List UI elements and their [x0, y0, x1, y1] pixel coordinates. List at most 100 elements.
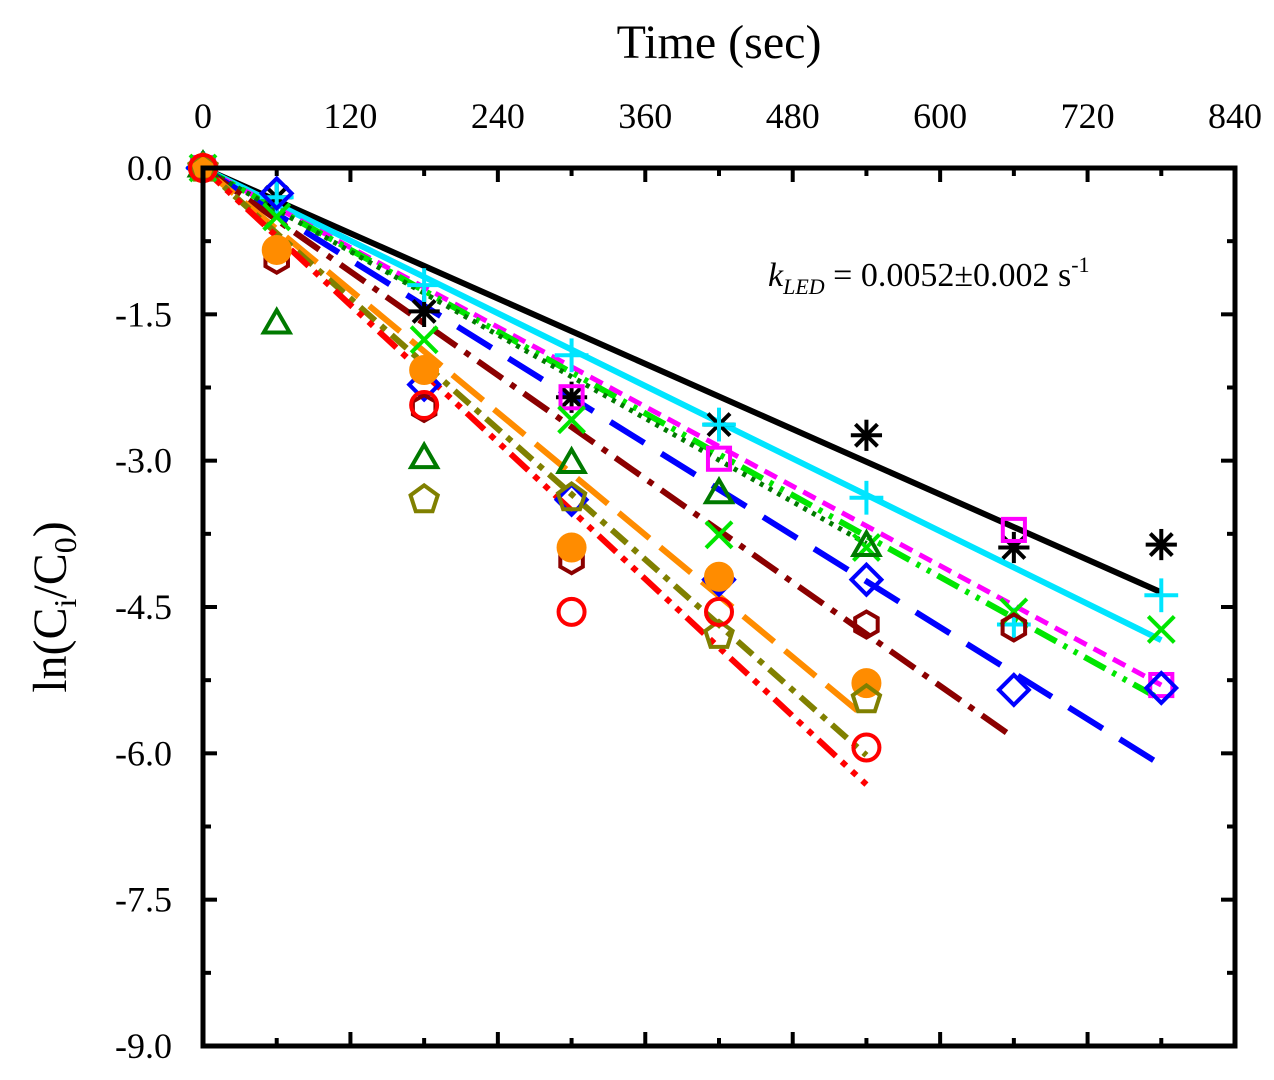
marker-part	[1148, 532, 1174, 558]
marker-part	[851, 732, 882, 763]
y-label-sub: i	[47, 598, 83, 607]
marker	[556, 596, 587, 627]
marker	[1143, 670, 1180, 706]
marker	[258, 175, 295, 212]
marker-part	[850, 528, 883, 557]
annotation-text: = 0.0052±0.002 s	[825, 257, 1072, 294]
x-axis-title: Time (sec)	[617, 16, 822, 69]
marker	[1000, 516, 1027, 543]
marker	[848, 561, 885, 598]
marker	[407, 268, 442, 302]
marker	[554, 338, 589, 373]
marker-part	[556, 532, 587, 563]
marker	[850, 528, 883, 557]
fit-line	[201, 165, 1163, 703]
marker-part	[1146, 615, 1176, 644]
x-tick-label: 600	[913, 96, 967, 136]
marker	[1144, 578, 1179, 613]
y-tick-label: 0.0	[127, 148, 172, 188]
x-tick-label: 480	[766, 96, 820, 136]
fit-line	[201, 165, 869, 721]
y-tick-label: -4.5	[115, 587, 172, 627]
marker-part	[556, 596, 587, 627]
y-label-part: /C	[24, 553, 77, 598]
marker-part	[703, 618, 735, 649]
marker-part	[1000, 516, 1027, 543]
marker-part	[704, 561, 734, 592]
x-tick-label: 840	[1208, 96, 1262, 136]
marker	[851, 732, 882, 763]
marker	[849, 480, 884, 515]
x-tick-label: 120	[323, 96, 377, 136]
marker	[555, 480, 588, 512]
fit-line	[201, 165, 1163, 643]
marker-part	[409, 354, 440, 385]
marker	[705, 445, 733, 472]
marker-part	[555, 445, 588, 475]
annotation-sup: -1	[1071, 252, 1089, 277]
marker-part	[853, 609, 880, 640]
y-tick-label: -7.5	[115, 880, 172, 920]
fit-line	[201, 165, 868, 546]
marker-part	[996, 672, 1032, 708]
y-tick-label: -3.0	[115, 441, 172, 481]
y-axis-title: ln(Ci/C0)	[24, 521, 83, 693]
marker	[409, 354, 440, 385]
marker	[704, 596, 734, 627]
marker-part	[557, 405, 586, 435]
x-tick-label: 720	[1061, 96, 1115, 136]
marker-part	[704, 520, 734, 550]
marker-part	[559, 384, 585, 410]
marker	[996, 672, 1032, 708]
marker-part	[407, 440, 441, 470]
marker	[260, 306, 294, 335]
fit-line	[201, 165, 1163, 768]
marker	[704, 561, 734, 592]
marker	[703, 618, 735, 649]
marker-part	[260, 306, 294, 335]
y-label-sub: 0	[47, 537, 83, 553]
marker	[555, 445, 588, 475]
fit-line	[200, 165, 869, 787]
marker	[261, 234, 292, 265]
marker	[408, 482, 441, 514]
marker	[850, 682, 883, 714]
y-label-part: ln(C	[24, 607, 77, 692]
marker	[407, 440, 441, 470]
marker-part	[409, 325, 439, 355]
marker	[702, 475, 736, 505]
y-label-part: )	[24, 521, 77, 537]
marker	[1146, 615, 1176, 644]
marker-part	[261, 234, 292, 265]
marker-part	[850, 682, 883, 714]
marker	[1000, 612, 1028, 643]
annotation-sub: LED	[782, 274, 825, 299]
plot-frame	[200, 165, 1238, 1049]
marker-part	[409, 390, 440, 421]
fit-line	[201, 165, 1163, 596]
marker	[557, 405, 586, 435]
marker-part	[705, 445, 733, 472]
marker-part	[408, 482, 441, 514]
marker-part	[702, 475, 736, 505]
fit-line	[201, 165, 869, 758]
marker-part	[704, 596, 734, 627]
y-tick-label: -1.5	[115, 294, 172, 334]
marker-part	[853, 422, 879, 448]
x-tick-label: 360	[618, 96, 672, 136]
y-tick-label: -6.0	[115, 733, 172, 773]
marker-part	[411, 298, 437, 324]
marker-part	[848, 561, 885, 598]
marker	[262, 202, 292, 232]
marker	[702, 407, 736, 442]
marker	[850, 419, 883, 451]
marker	[558, 384, 585, 411]
marker	[556, 532, 587, 563]
marker	[853, 609, 880, 640]
marker	[1145, 528, 1177, 561]
annotation: kLED = 0.0052±0.002 s-1	[768, 252, 1090, 299]
marker-part	[555, 480, 588, 512]
marker	[704, 520, 734, 550]
marker	[409, 325, 439, 355]
